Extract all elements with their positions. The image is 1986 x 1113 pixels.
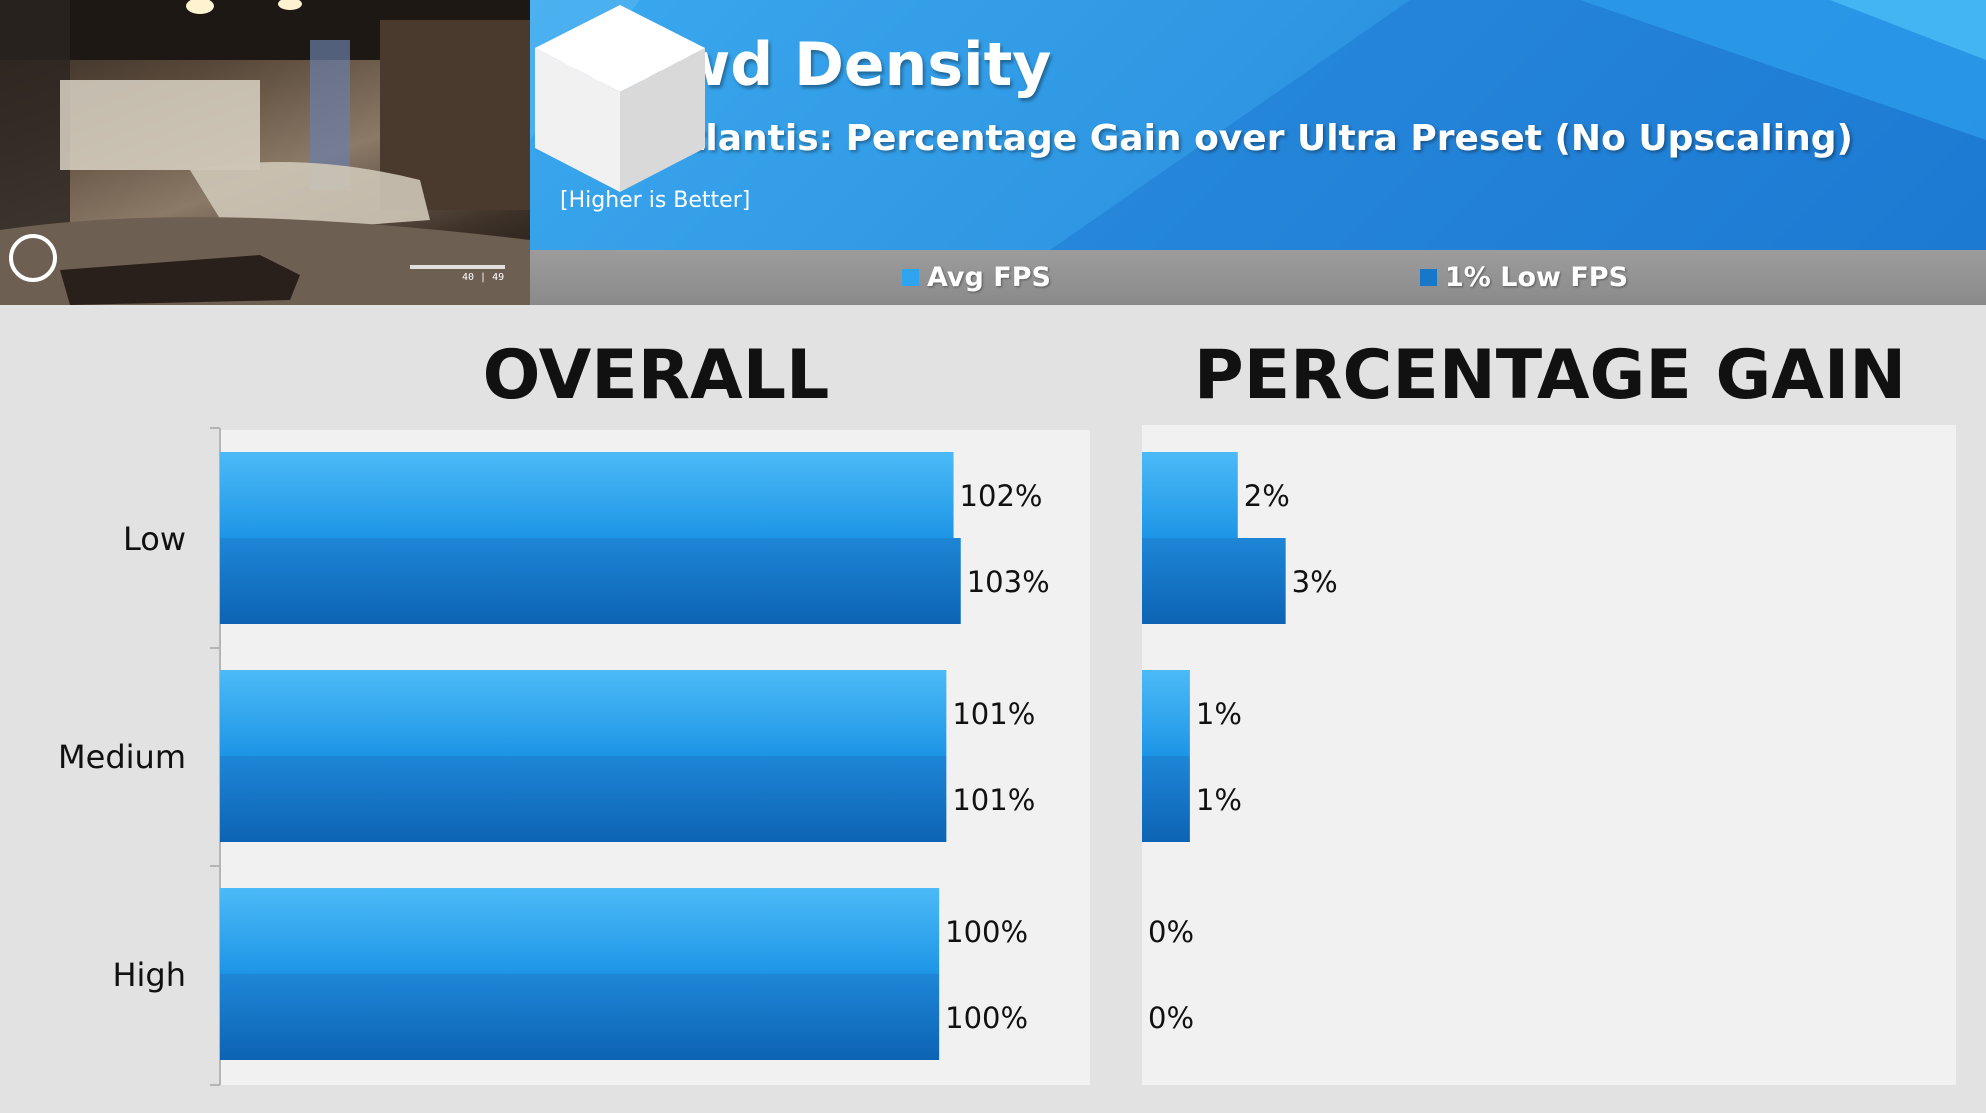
bar-low-avg-fps xyxy=(1142,452,1238,538)
legend-swatch-avg-fps xyxy=(902,269,919,286)
higher-is-better-note: [Higher is Better] xyxy=(560,188,751,213)
compass-icon xyxy=(9,234,57,282)
bar-medium-1pct-low-fps xyxy=(1142,756,1190,842)
category-label-medium: Medium xyxy=(58,738,186,776)
ammo-counter: 40 | 49 xyxy=(462,272,505,283)
legend-label-1pct-low-fps: 1% Low FPS xyxy=(1445,262,1629,293)
category-label-low: Low xyxy=(123,520,186,558)
legend-item-avg-fps: Avg FPS xyxy=(902,262,1051,293)
data-label-low-1pct-low-fps: 103% xyxy=(967,565,1050,599)
bar-medium-avg-fps xyxy=(220,670,947,756)
cube-logo-icon xyxy=(535,5,705,192)
legend-label-avg-fps: Avg FPS xyxy=(927,262,1051,293)
bar-high-avg-fps xyxy=(220,888,940,974)
data-label-high-1pct-low-fps: 100% xyxy=(945,1001,1028,1035)
data-label-medium-avg-fps: 101% xyxy=(952,697,1035,731)
legend-item-1pct-low-fps: 1% Low FPS xyxy=(1420,262,1628,293)
header-banner: Crowd Density New Atlantis: Percentage G… xyxy=(530,0,1986,250)
percentage-gain-chart-title: PERCENTAGE GAIN xyxy=(1193,336,1907,415)
legend-swatch-1pct-low-fps xyxy=(1420,269,1437,286)
overall-bar-chart: Low 102% 103% Medium 101% 101% High 100% 100% xyxy=(58,427,1050,1086)
data-label-low-avg-fps: 2% xyxy=(1244,479,1290,513)
percentage-gain-bar-chart: 2% 3% 1% 1% 0% 0% xyxy=(1142,452,1338,1035)
overall-chart-title: OVERALL xyxy=(482,336,830,415)
legend: Avg FPS 1% Low FPS xyxy=(530,250,1986,305)
data-label-high-1pct-low-fps: 0% xyxy=(1148,1001,1194,1035)
game-screenshot-thumbnail: 40 | 49 xyxy=(0,0,530,305)
percentage-gain-chart-panel xyxy=(1142,425,1956,1085)
bar-high-1pct-low-fps xyxy=(220,974,940,1060)
bar-low-1pct-low-fps xyxy=(220,538,961,624)
data-label-medium-avg-fps: 1% xyxy=(1196,697,1242,731)
bar-low-1pct-low-fps xyxy=(1142,538,1286,624)
chart-subtitle: New Atlantis: Percentage Gain over Ultra… xyxy=(560,118,1853,159)
bar-medium-1pct-low-fps xyxy=(220,756,947,842)
bar-low-avg-fps xyxy=(220,452,954,538)
category-label-high: High xyxy=(112,956,186,994)
data-label-low-1pct-low-fps: 3% xyxy=(1292,565,1338,599)
data-label-high-avg-fps: 0% xyxy=(1148,915,1194,949)
data-label-low-avg-fps: 102% xyxy=(960,479,1043,513)
data-label-medium-1pct-low-fps: 101% xyxy=(952,783,1035,817)
data-label-high-avg-fps: 100% xyxy=(945,915,1028,949)
bar-medium-avg-fps xyxy=(1142,670,1190,756)
data-label-medium-1pct-low-fps: 1% xyxy=(1196,783,1242,817)
